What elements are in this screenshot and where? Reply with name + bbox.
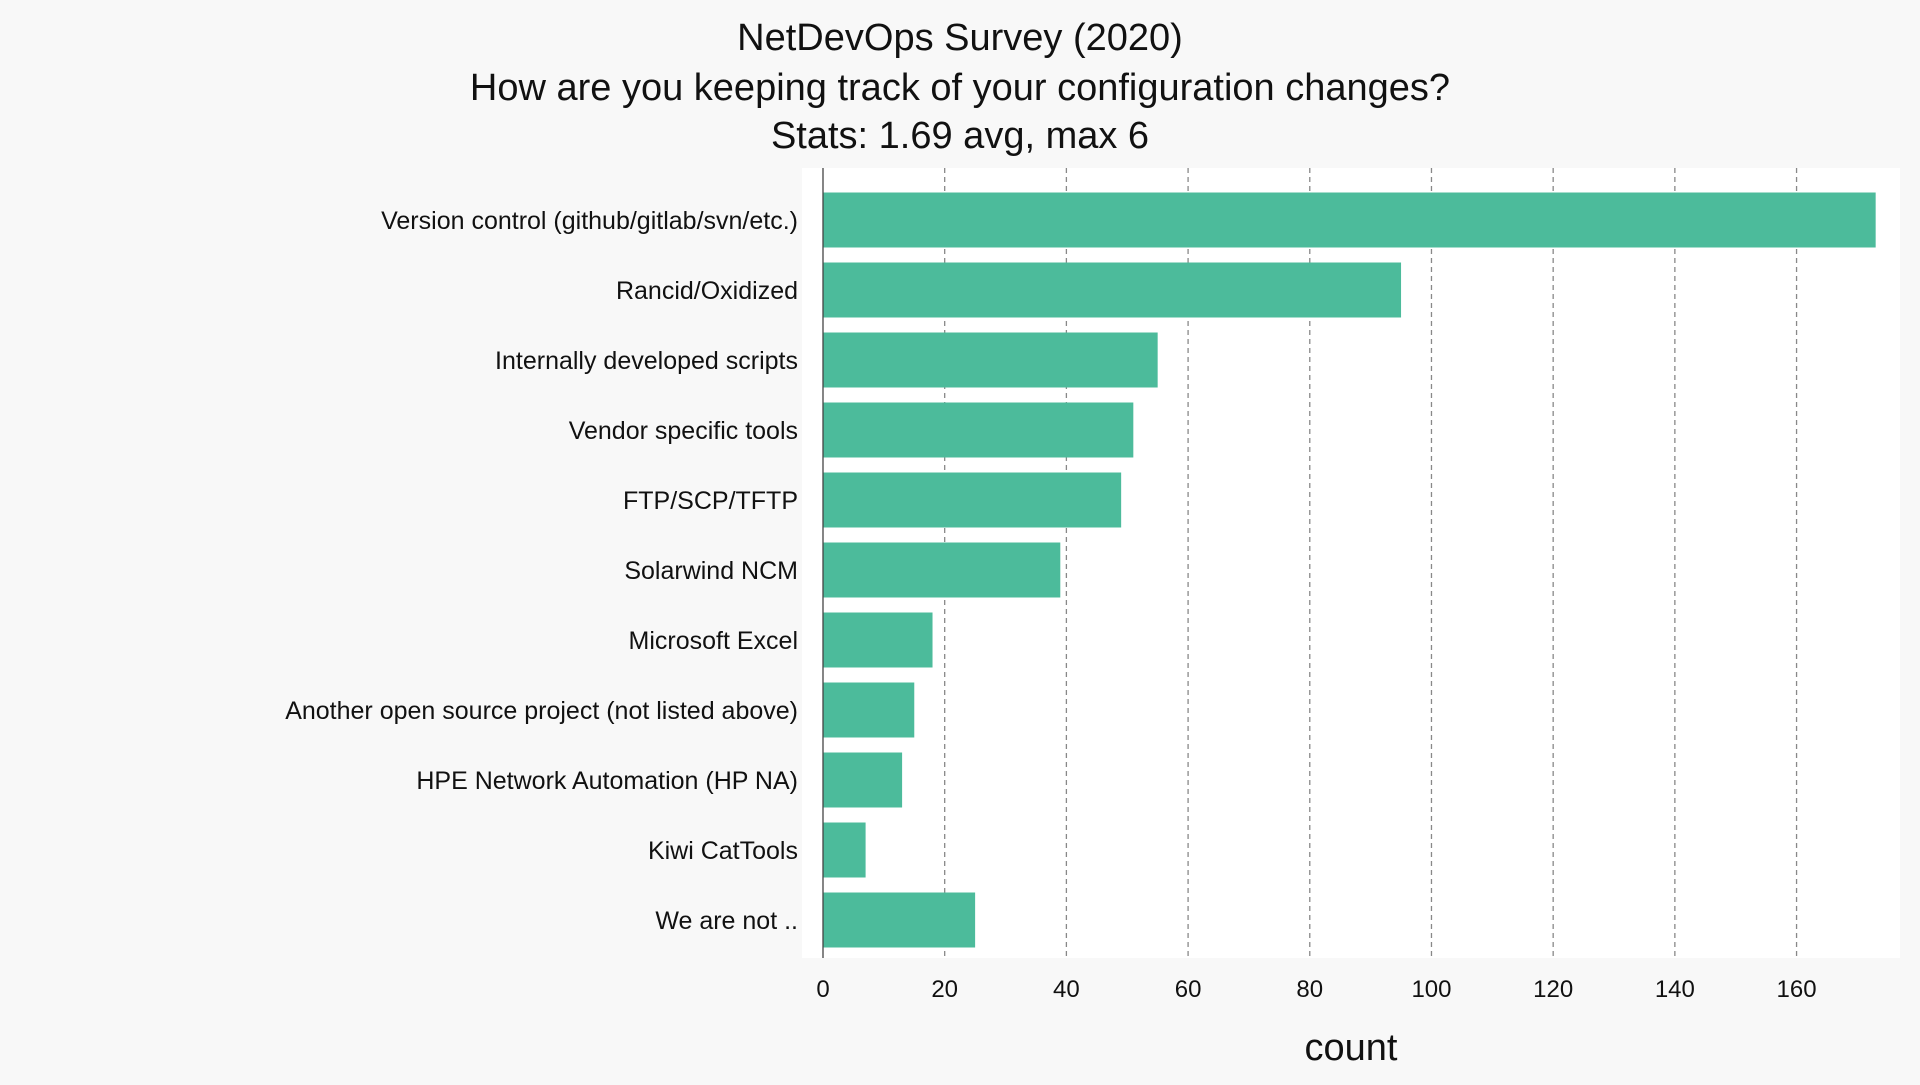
x-tick-label: 160 xyxy=(1777,976,1817,1003)
x-tick-label: 140 xyxy=(1655,976,1695,1003)
bar xyxy=(823,542,1061,598)
x-tick-label: 60 xyxy=(1175,976,1202,1003)
chart-subtitle: How are you keeping track of your config… xyxy=(470,67,1450,109)
chart-stats-line: Stats: 1.69 avg, max 6 xyxy=(771,115,1149,157)
bar xyxy=(823,892,976,948)
bar xyxy=(823,262,1402,318)
category-label: HPE Network Automation (HP NA) xyxy=(416,767,798,795)
x-axis-label: count xyxy=(1305,1027,1398,1069)
category-label: Kiwi CatTools xyxy=(648,837,798,865)
bar xyxy=(823,612,933,668)
category-label: Internally developed scripts xyxy=(495,347,798,375)
x-tick-label: 20 xyxy=(931,976,958,1003)
x-tick-label: 40 xyxy=(1053,976,1080,1003)
x-tick-label: 80 xyxy=(1296,976,1323,1003)
bar xyxy=(823,682,915,738)
bar xyxy=(823,472,1122,528)
category-label: FTP/SCP/TFTP xyxy=(623,487,798,515)
category-label: Vendor specific tools xyxy=(569,417,798,445)
category-label: We are not .. xyxy=(655,907,798,935)
x-tick-label: 0 xyxy=(816,976,829,1003)
bar xyxy=(823,402,1134,458)
category-label: Solarwind NCM xyxy=(624,557,798,585)
bar xyxy=(823,192,1876,248)
bar xyxy=(823,822,866,878)
bar xyxy=(823,332,1158,388)
x-tick-label: 100 xyxy=(1411,976,1451,1003)
chart-title: NetDevOps Survey (2020) xyxy=(737,17,1183,59)
category-label: Another open source project (not listed … xyxy=(285,697,798,725)
category-label: Version control (github/gitlab/svn/etc.) xyxy=(381,207,798,235)
x-tick-label: 120 xyxy=(1533,976,1573,1003)
category-label: Rancid/Oxidized xyxy=(616,277,798,305)
bar xyxy=(823,752,903,808)
category-label: Microsoft Excel xyxy=(629,627,798,655)
